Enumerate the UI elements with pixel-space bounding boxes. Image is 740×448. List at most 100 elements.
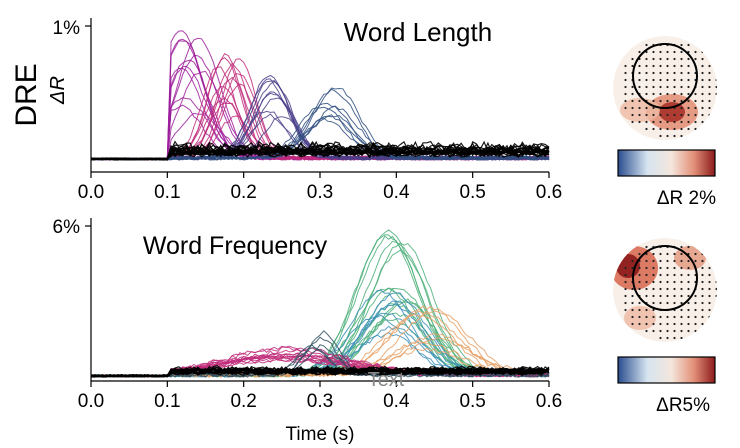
sensor-dot — [652, 294, 655, 298]
sensor-dot — [694, 329, 697, 333]
sensor-dot — [694, 120, 697, 124]
sensor-dot — [631, 99, 634, 103]
panel-2-ytick-label: 6% — [53, 217, 81, 238]
colorbar-2 — [617, 356, 716, 384]
sensor-dot — [694, 127, 697, 131]
sensor-dot — [680, 50, 683, 54]
sensor-dot — [624, 308, 627, 312]
sensor-dot — [673, 329, 676, 333]
sensor-dot — [638, 113, 641, 117]
sensor-dot — [715, 280, 717, 284]
sensor-dot — [673, 315, 676, 319]
sensor-dot — [673, 57, 676, 61]
sensor-dot — [694, 322, 697, 326]
sensor-dot — [687, 120, 690, 124]
sensor-dot — [680, 294, 683, 298]
panel-2-annotation: Text — [368, 369, 405, 391]
topomap-1-head — [632, 43, 698, 109]
sensor-dot — [666, 134, 669, 138]
sensor-dot — [715, 92, 717, 96]
sensor-dot — [631, 113, 634, 117]
sensor-dot — [701, 266, 704, 270]
sensor-dot — [694, 92, 697, 96]
sensor-dot — [652, 57, 655, 61]
sensor-dot — [687, 329, 690, 333]
sensor-dot — [666, 99, 669, 103]
sensor-dot — [645, 329, 648, 333]
sensor-dot — [715, 301, 717, 305]
sensor-dot — [652, 120, 655, 124]
topomap-2-head — [632, 245, 698, 311]
panel-1-title: Word Length — [344, 17, 492, 47]
sensor-dot — [624, 266, 627, 270]
sensor-dot — [659, 71, 662, 75]
sensor-dot — [673, 266, 676, 270]
sensor-dot — [645, 259, 648, 263]
sensor-dot — [652, 64, 655, 68]
sensor-dot — [673, 252, 676, 256]
sensor-dot — [666, 301, 669, 305]
sensor-dot — [687, 78, 690, 82]
xtick-label-0.6: 0.6 — [536, 391, 562, 412]
sensor-dot — [673, 113, 676, 117]
sensor-dot — [659, 92, 662, 96]
sensor-dot — [694, 294, 697, 298]
sensor-dot — [666, 294, 669, 298]
sensor-dot — [638, 308, 641, 312]
sensor-dot — [638, 120, 641, 124]
sensor-dot — [659, 266, 662, 270]
sensor-dot — [673, 127, 676, 131]
sensor-dot — [631, 266, 634, 270]
sensor-dot — [652, 301, 655, 305]
series-line-0-2 — [90, 30, 550, 161]
sensor-dot — [680, 78, 683, 82]
sensor-dot — [631, 259, 634, 263]
sensor-dot — [652, 99, 655, 103]
sensor-dot — [701, 106, 704, 110]
sensor-dot — [659, 280, 662, 284]
sensor-dot — [631, 287, 634, 291]
xtick-label-0.0: 0.0 — [78, 182, 104, 203]
sensor-dot — [624, 92, 627, 96]
sensor-dot — [715, 99, 717, 103]
sensor-dot — [652, 259, 655, 263]
sensor-dot — [645, 64, 648, 68]
sensor-dot — [659, 134, 662, 138]
sensor-dot — [659, 64, 662, 68]
sensor-dot — [673, 259, 676, 263]
sensor-dot — [631, 106, 634, 110]
sensor-dot — [708, 287, 711, 291]
sensor-dot — [652, 127, 655, 131]
sensor-dot — [652, 280, 655, 284]
sensor-dot — [659, 57, 662, 61]
sensor-dot — [687, 273, 690, 277]
sensor-dot — [659, 294, 662, 298]
sensor-dot — [638, 273, 641, 277]
sensor-dot — [673, 134, 676, 138]
sensor-dot — [645, 57, 648, 61]
sensor-dot — [694, 301, 697, 305]
xtick-label-0.4: 0.4 — [383, 182, 410, 203]
sensor-dot — [666, 92, 669, 96]
sensor-dot — [701, 273, 704, 277]
sensor-dot — [638, 322, 641, 326]
sensor-dot — [666, 85, 669, 89]
sensor-dot — [673, 287, 676, 291]
sensor-dot — [666, 57, 669, 61]
xtick-label-0.5: 0.5 — [459, 182, 485, 203]
sensor-dot — [680, 301, 683, 305]
sensor-dot — [708, 106, 711, 110]
sensor-dot — [680, 71, 683, 75]
sensor-dot — [638, 64, 641, 68]
xtick-label-0.1: 0.1 — [154, 182, 180, 203]
sensor-dot — [631, 294, 634, 298]
panel-1-ytick-label: 1% — [53, 18, 81, 39]
sensor-dot — [701, 71, 704, 75]
sensor-dot — [673, 92, 676, 96]
sensor-dot — [624, 301, 627, 305]
sensor-dot — [631, 308, 634, 312]
sensor-dot — [652, 329, 655, 333]
sensor-dot — [666, 322, 669, 326]
sensor-dot — [659, 322, 662, 326]
